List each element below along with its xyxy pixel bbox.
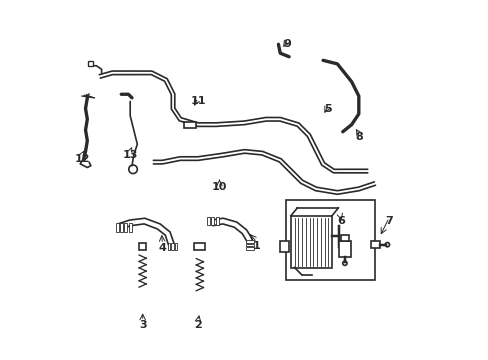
Bar <box>215 217 218 225</box>
Bar <box>88 62 93 66</box>
Bar <box>124 223 127 232</box>
Text: 13: 13 <box>122 150 138 160</box>
Bar <box>370 242 380 248</box>
Bar <box>175 243 177 249</box>
Text: 2: 2 <box>194 320 202 330</box>
Text: 1: 1 <box>253 241 260 251</box>
Text: 9: 9 <box>283 39 291 49</box>
Text: 8: 8 <box>354 132 362 142</box>
Text: 3: 3 <box>139 320 146 330</box>
Text: 10: 10 <box>211 182 227 192</box>
Text: 6: 6 <box>336 216 344 226</box>
Text: 12: 12 <box>74 154 89 163</box>
Bar <box>120 223 123 232</box>
Bar <box>128 223 131 232</box>
Text: 5: 5 <box>324 104 331 113</box>
Bar <box>280 241 288 252</box>
Bar <box>183 122 196 128</box>
Bar <box>339 241 350 257</box>
Bar <box>290 216 331 267</box>
Bar <box>211 217 214 225</box>
Bar <box>171 243 173 249</box>
Text: 7: 7 <box>385 216 392 226</box>
Bar <box>246 240 254 243</box>
Bar <box>246 247 254 249</box>
Text: 11: 11 <box>190 96 205 107</box>
Bar <box>246 244 254 246</box>
Bar <box>116 223 119 232</box>
Bar <box>340 235 348 241</box>
Text: 4: 4 <box>158 243 166 253</box>
Bar <box>167 243 170 249</box>
Bar <box>206 217 210 225</box>
Bar <box>285 200 374 280</box>
